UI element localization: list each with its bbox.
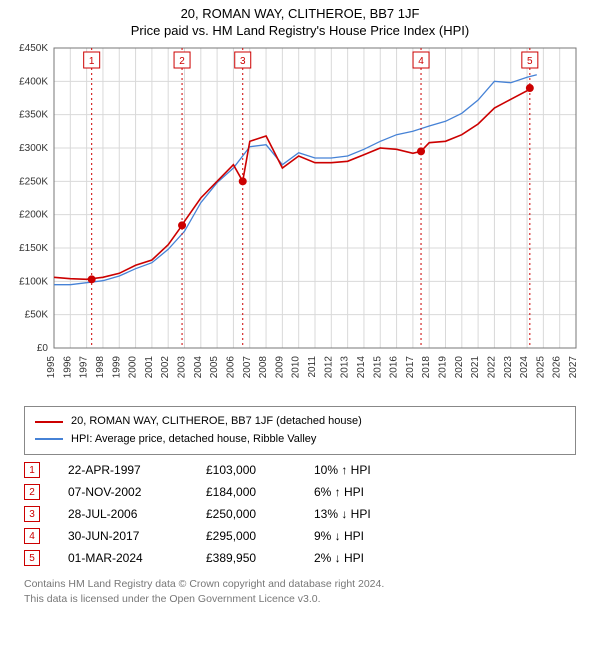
sale-hpi-diff: 2% ↓ HPI <box>314 551 414 565</box>
svg-text:4: 4 <box>418 56 424 67</box>
svg-text:2018: 2018 <box>421 356 432 379</box>
sale-hpi-diff: 10% ↑ HPI <box>314 463 414 477</box>
legend-swatch <box>35 421 63 423</box>
svg-text:2017: 2017 <box>405 356 416 379</box>
svg-text:£400K: £400K <box>19 76 48 87</box>
sale-date: 28-JUL-2006 <box>68 507 188 521</box>
sale-price: £184,000 <box>206 485 296 499</box>
price-chart: £0 £50K £100K £150K £200K £250K £300K £350K £400… <box>0 40 600 400</box>
svg-text:1999: 1999 <box>111 356 122 379</box>
svg-text:2008: 2008 <box>258 356 269 379</box>
legend-label: 20, ROMAN WAY, CLITHEROE, BB7 1JF (detac… <box>71 413 362 431</box>
svg-text:2001: 2001 <box>144 356 155 379</box>
svg-text:2013: 2013 <box>340 356 351 379</box>
legend-item: HPI: Average price, detached house, Ribb… <box>35 431 565 449</box>
sale-hpi-diff: 13% ↓ HPI <box>314 507 414 521</box>
svg-text:2007: 2007 <box>242 356 253 379</box>
chart-titles: 20, ROMAN WAY, CLITHEROE, BB7 1JF Price … <box>0 0 600 40</box>
legend-item: 20, ROMAN WAY, CLITHEROE, BB7 1JF (detac… <box>35 413 565 431</box>
svg-text:2000: 2000 <box>128 356 139 379</box>
sale-row: 2 07-NOV-2002 £184,000 6% ↑ HPI <box>24 481 576 503</box>
chart-subtitle: Price paid vs. HM Land Registry's House … <box>0 23 600 38</box>
svg-text:2023: 2023 <box>503 356 514 379</box>
svg-text:1: 1 <box>89 56 95 67</box>
sale-row: 5 01-MAR-2024 £389,950 2% ↓ HPI <box>24 547 576 569</box>
svg-text:5: 5 <box>527 56 533 67</box>
legend-swatch <box>35 438 63 440</box>
legend: 20, ROMAN WAY, CLITHEROE, BB7 1JF (detac… <box>24 406 576 455</box>
svg-text:1997: 1997 <box>79 356 90 379</box>
svg-text:2026: 2026 <box>552 356 563 379</box>
svg-text:2005: 2005 <box>209 356 220 379</box>
sales-table: 1 22-APR-1997 £103,000 10% ↑ HPI 2 07-NOV-200… <box>24 459 576 569</box>
address-title: 20, ROMAN WAY, CLITHEROE, BB7 1JF <box>0 6 600 21</box>
sale-number-box: 5 <box>24 550 40 566</box>
sale-date: 22-APR-1997 <box>68 463 188 477</box>
svg-text:£150K: £150K <box>19 243 48 254</box>
svg-text:2006: 2006 <box>225 356 236 379</box>
sale-number-box: 3 <box>24 506 40 522</box>
svg-text:2022: 2022 <box>486 356 497 379</box>
svg-text:£250K: £250K <box>19 176 48 187</box>
sale-row: 3 28-JUL-2006 £250,000 13% ↓ HPI <box>24 503 576 525</box>
sale-row: 1 22-APR-1997 £103,000 10% ↑ HPI <box>24 459 576 481</box>
svg-text:£350K: £350K <box>19 110 48 121</box>
svg-text:2012: 2012 <box>323 356 334 379</box>
svg-text:3: 3 <box>240 56 246 67</box>
svg-text:£200K: £200K <box>19 210 48 221</box>
svg-text:£50K: £50K <box>25 310 49 321</box>
footer-line: This data is licensed under the Open Gov… <box>24 592 576 607</box>
sale-price: £103,000 <box>206 463 296 477</box>
svg-text:2011: 2011 <box>307 356 318 378</box>
svg-text:£100K: £100K <box>19 276 48 287</box>
sale-number-box: 2 <box>24 484 40 500</box>
svg-text:2004: 2004 <box>193 356 204 379</box>
svg-text:2003: 2003 <box>177 356 188 379</box>
svg-text:2014: 2014 <box>356 356 367 379</box>
svg-text:2002: 2002 <box>160 356 171 379</box>
sale-date: 01-MAR-2024 <box>68 551 188 565</box>
sale-date: 30-JUN-2017 <box>68 529 188 543</box>
sale-row: 4 30-JUN-2017 £295,000 9% ↓ HPI <box>24 525 576 547</box>
svg-text:2025: 2025 <box>535 356 546 379</box>
sale-price: £389,950 <box>206 551 296 565</box>
sale-hpi-diff: 6% ↑ HPI <box>314 485 414 499</box>
sale-price: £250,000 <box>206 507 296 521</box>
svg-text:£300K: £300K <box>19 143 48 154</box>
legend-label: HPI: Average price, detached house, Ribb… <box>71 431 316 449</box>
sale-price: £295,000 <box>206 529 296 543</box>
sale-date: 07-NOV-2002 <box>68 485 188 499</box>
svg-text:2009: 2009 <box>274 356 285 379</box>
svg-text:2: 2 <box>179 56 185 67</box>
sale-number-box: 4 <box>24 528 40 544</box>
svg-text:£450K: £450K <box>19 43 48 54</box>
svg-text:2016: 2016 <box>389 356 400 379</box>
svg-text:1996: 1996 <box>62 356 73 379</box>
svg-text:2010: 2010 <box>291 356 302 379</box>
svg-text:2027: 2027 <box>568 356 579 379</box>
attribution: Contains HM Land Registry data © Crown c… <box>24 577 576 606</box>
svg-text:£0: £0 <box>37 343 49 354</box>
sale-number-box: 1 <box>24 462 40 478</box>
svg-text:2021: 2021 <box>470 356 481 379</box>
svg-text:2019: 2019 <box>438 356 449 379</box>
svg-text:2015: 2015 <box>372 356 383 379</box>
svg-text:2024: 2024 <box>519 356 530 379</box>
svg-text:1998: 1998 <box>95 356 106 379</box>
footer-line: Contains HM Land Registry data © Crown c… <box>24 577 576 592</box>
svg-text:2020: 2020 <box>454 356 465 379</box>
sale-hpi-diff: 9% ↓ HPI <box>314 529 414 543</box>
svg-text:1995: 1995 <box>46 356 57 379</box>
